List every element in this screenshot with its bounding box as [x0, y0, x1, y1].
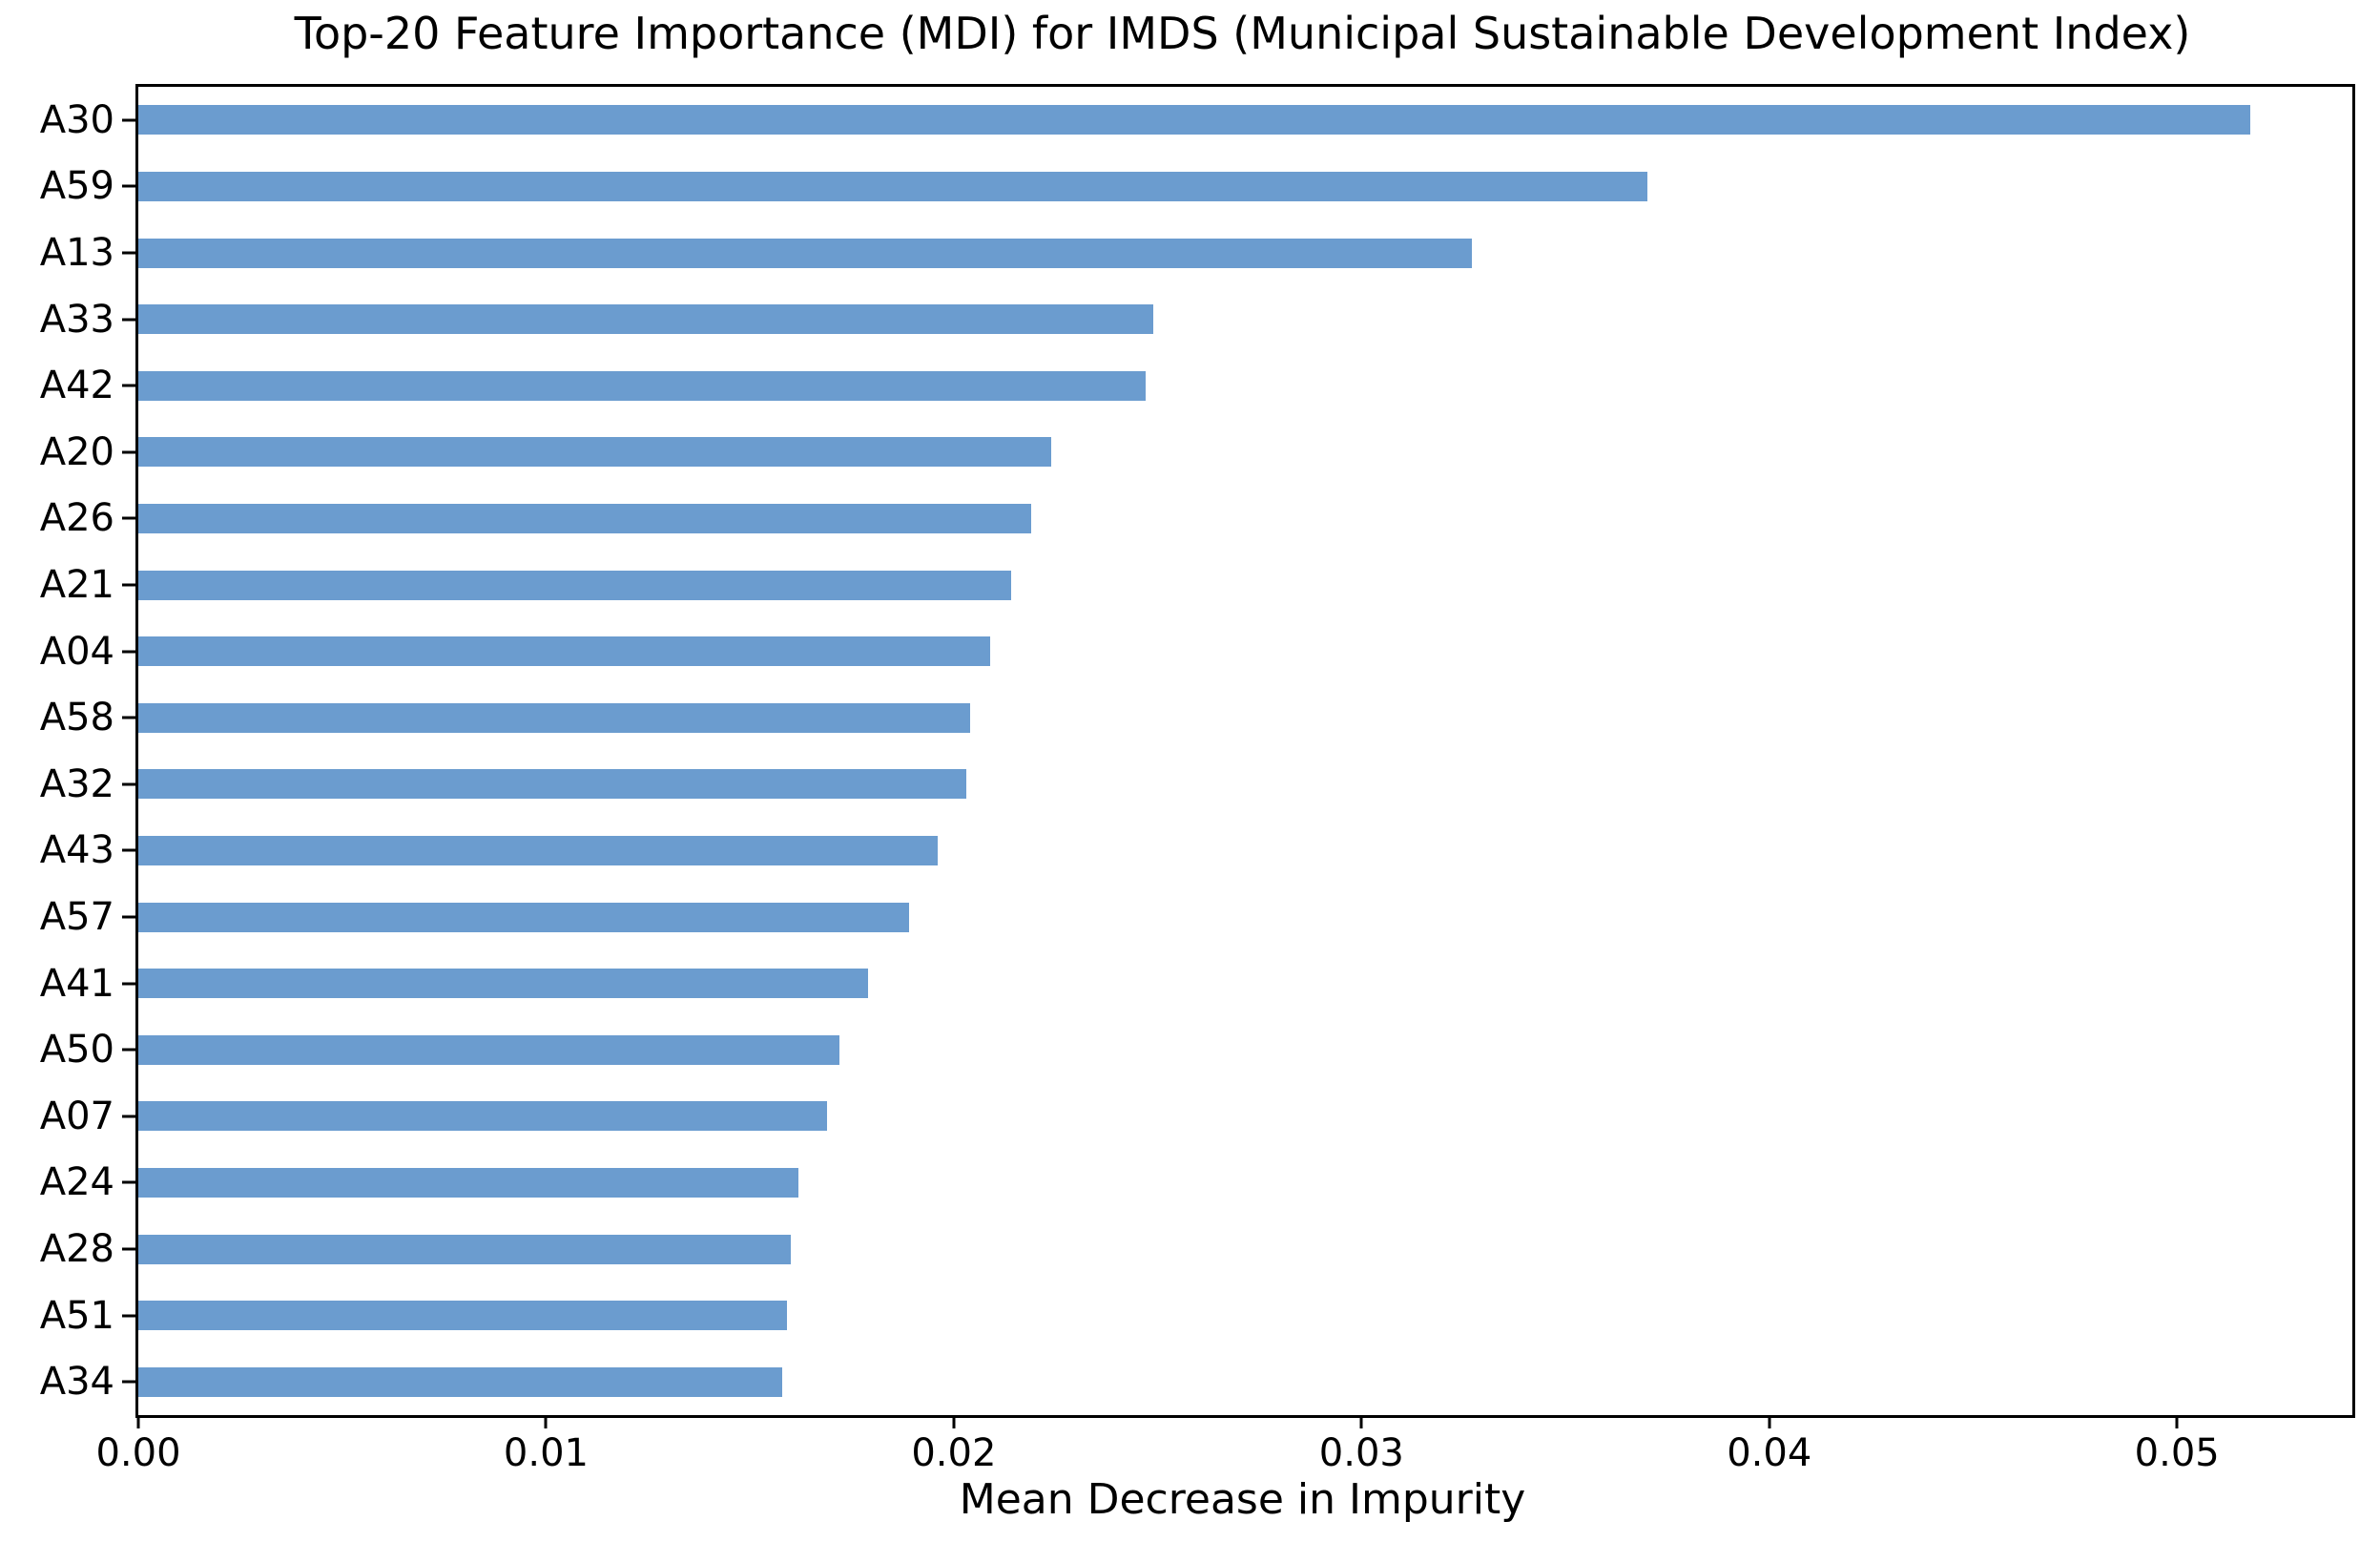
y-tick-mark	[122, 1314, 135, 1318]
y-tick-mark	[122, 650, 135, 654]
y-tick-mark	[122, 848, 135, 852]
y-tick-mark	[122, 318, 135, 322]
bar-A26	[138, 503, 1032, 533]
y-tick-label: A59	[39, 164, 114, 209]
bar-A51	[138, 1301, 787, 1331]
x-tick-label: 0.00	[95, 1431, 181, 1475]
x-tick-label: 0.01	[503, 1431, 589, 1475]
y-tick-label: A30	[39, 97, 114, 142]
bar-A20	[138, 437, 1052, 468]
y-tick-label: A24	[39, 1160, 114, 1205]
bar-A57	[138, 902, 909, 932]
x-tick-label: 0.05	[2134, 1431, 2220, 1475]
y-tick-mark	[122, 982, 135, 986]
x-tick-mark	[2175, 1415, 2179, 1428]
y-tick-label: A42	[39, 364, 114, 408]
y-tick-mark	[122, 516, 135, 520]
bar-A04	[138, 636, 991, 667]
x-tick-label: 0.04	[1727, 1431, 1812, 1475]
bar-A50	[138, 1034, 840, 1065]
y-tick-label: A41	[39, 961, 114, 1006]
bar-A41	[138, 969, 869, 999]
y-tick-mark	[122, 1380, 135, 1384]
bar-A59	[138, 171, 1647, 201]
y-tick-label: A20	[39, 429, 114, 474]
x-tick-mark	[1768, 1415, 1771, 1428]
bar-A21	[138, 570, 1011, 600]
bar-A34	[138, 1366, 783, 1397]
bar-A13	[138, 238, 1472, 268]
y-tick-label: A21	[39, 563, 114, 607]
y-tick-label: A33	[39, 297, 114, 342]
y-tick-label: A34	[39, 1360, 114, 1405]
bar-A33	[138, 304, 1154, 335]
y-tick-mark	[122, 1247, 135, 1251]
y-tick-label: A50	[39, 1028, 114, 1073]
y-tick-label: A26	[39, 496, 114, 541]
y-tick-label: A43	[39, 828, 114, 873]
y-tick-mark	[122, 782, 135, 786]
x-tick-mark	[952, 1415, 956, 1428]
bar-A32	[138, 769, 966, 800]
y-tick-mark	[122, 384, 135, 387]
bar-A28	[138, 1234, 791, 1264]
y-tick-mark	[122, 583, 135, 587]
y-tick-mark	[122, 251, 135, 255]
x-axis-label: Mean Decrease in Impurity	[959, 1475, 1526, 1524]
bar-A43	[138, 835, 938, 865]
y-tick-label: A32	[39, 761, 114, 806]
y-tick-mark	[122, 118, 135, 122]
y-tick-mark	[122, 184, 135, 188]
bar-A30	[138, 105, 2251, 135]
x-tick-mark	[544, 1415, 548, 1428]
bar-A58	[138, 702, 970, 733]
y-tick-label: A07	[39, 1094, 114, 1138]
bar-A24	[138, 1167, 799, 1198]
bar-A42	[138, 370, 1146, 401]
plot-area	[135, 84, 2355, 1418]
x-tick-mark	[1359, 1415, 1363, 1428]
y-tick-mark	[122, 915, 135, 919]
y-tick-mark	[122, 1115, 135, 1118]
y-tick-mark	[122, 450, 135, 454]
x-tick-mark	[136, 1415, 140, 1428]
bar-A07	[138, 1101, 828, 1132]
x-tick-label: 0.03	[1318, 1431, 1404, 1475]
y-tick-label: A58	[39, 696, 114, 740]
y-tick-mark	[122, 1048, 135, 1052]
y-tick-mark	[122, 1180, 135, 1184]
y-tick-label: A57	[39, 895, 114, 939]
x-tick-label: 0.02	[911, 1431, 997, 1475]
y-tick-label: A51	[39, 1293, 114, 1338]
y-tick-mark	[122, 716, 135, 719]
chart-title: Top-20 Feature Importance (MDI) for IMDS…	[294, 8, 2191, 59]
y-tick-label: A28	[39, 1227, 114, 1271]
y-tick-label: A13	[39, 231, 114, 275]
y-tick-label: A04	[39, 629, 114, 674]
